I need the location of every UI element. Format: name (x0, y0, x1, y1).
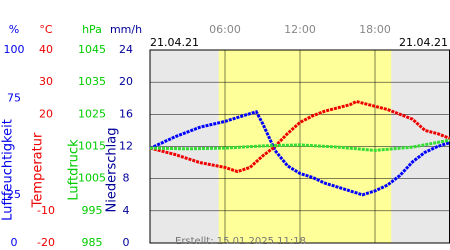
y-tick-label: 1005 (78, 172, 106, 185)
y-tick-label: 40 (39, 43, 53, 56)
x-tick-label: 06:00 (209, 23, 241, 36)
axis-unit: hPa (82, 23, 102, 36)
y-tick-label: -20 (37, 236, 55, 249)
y-tick-label: 985 (82, 236, 103, 249)
annotation: Erstellt: 15.01.2025 11:18 (175, 236, 306, 247)
x-tick-label: 12:00 (284, 23, 316, 36)
date-left: 21.04.21 (150, 36, 199, 49)
x-tick-label: 18:00 (359, 23, 391, 36)
y-tick-label: 1045 (78, 43, 106, 56)
y-tick-label: 25 (7, 188, 21, 201)
y-tick-label: 1025 (78, 107, 106, 120)
axis-unit: mm/h (110, 23, 142, 36)
y-tick-label: 1035 (78, 75, 106, 88)
axis-label: Niederschlag (105, 128, 120, 213)
y-tick-label: 12 (119, 140, 133, 153)
y-tick-label: 995 (82, 204, 103, 217)
y-tick-label: 75 (7, 91, 21, 104)
axis-label: Temperatur (31, 132, 46, 208)
data-line (149, 138, 450, 152)
axis-label: Luftfeuchtigkeit (1, 119, 16, 221)
date-right: 21.04.21 (399, 36, 448, 49)
y-tick-label: 100 (4, 43, 25, 56)
y-tick-label: 0 (11, 236, 18, 249)
axis-label: Luftdruck (67, 139, 82, 201)
data-line (149, 99, 450, 174)
axis-unit: % (9, 23, 19, 36)
y-tick-label: 30 (39, 75, 53, 88)
y-tick-label: 24 (119, 43, 133, 56)
y-tick-label: 4 (123, 204, 130, 217)
y-tick-label: 0 (123, 236, 130, 249)
axis-unit: °C (39, 23, 53, 36)
y-tick-label: -10 (37, 204, 55, 217)
y-tick-label: 1015 (78, 140, 106, 153)
y-tick-label: 20 (39, 107, 53, 120)
y-tick-label: 8 (123, 172, 130, 185)
data-line (149, 110, 450, 197)
y-tick-label: 16 (119, 107, 133, 120)
y-tick-label: 20 (119, 75, 133, 88)
